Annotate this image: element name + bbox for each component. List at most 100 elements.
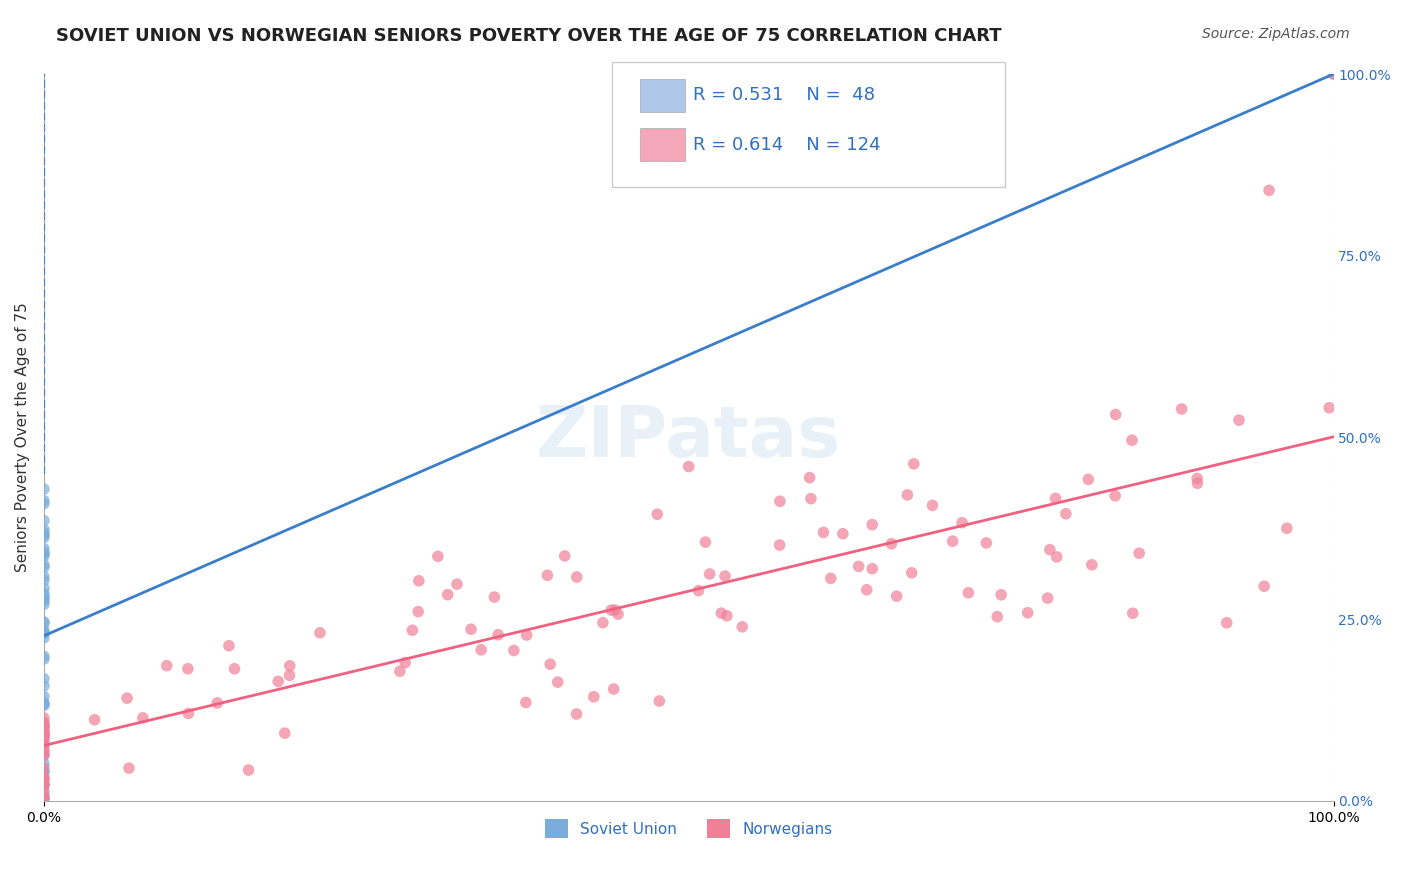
Point <box>800 491 823 506</box>
Point <box>1128 546 1150 560</box>
Point <box>426 549 449 564</box>
Legend: Soviet Union, Norwegians: Soviet Union, Norwegians <box>538 814 839 844</box>
Point <box>32 748 55 763</box>
Point <box>32 493 55 508</box>
Point <box>536 568 558 582</box>
Point <box>921 499 943 513</box>
Point <box>32 525 55 540</box>
Point <box>177 706 200 721</box>
Point <box>32 531 55 545</box>
Point <box>32 711 55 725</box>
Point <box>32 679 55 693</box>
Point <box>32 690 55 704</box>
Point <box>115 691 138 706</box>
Point <box>406 605 429 619</box>
Point <box>695 535 717 549</box>
Point <box>460 622 482 636</box>
Point <box>32 547 55 561</box>
Point <box>177 662 200 676</box>
Point <box>32 783 55 797</box>
Point <box>645 507 668 521</box>
Point <box>1317 401 1340 415</box>
Point <box>1039 542 1062 557</box>
Point <box>32 616 55 631</box>
Point <box>1253 579 1275 593</box>
Point <box>942 534 965 549</box>
Point <box>1170 401 1192 416</box>
Point <box>516 628 538 642</box>
Point <box>688 583 710 598</box>
Point <box>388 665 411 679</box>
Point <box>83 713 105 727</box>
Point <box>976 536 998 550</box>
Point <box>950 516 973 530</box>
Point <box>32 586 55 600</box>
Point <box>32 719 55 733</box>
Point <box>401 624 423 638</box>
Point <box>32 745 55 759</box>
Point <box>699 567 721 582</box>
Point <box>603 603 626 617</box>
Point <box>538 657 561 672</box>
Point <box>32 626 55 640</box>
Point <box>582 690 605 704</box>
Point <box>731 620 754 634</box>
Point <box>446 577 468 591</box>
Point <box>860 562 883 576</box>
Point <box>1122 606 1144 620</box>
Point <box>600 603 623 617</box>
Point <box>156 658 179 673</box>
Point <box>32 558 55 572</box>
Point <box>1017 606 1039 620</box>
Point <box>278 668 301 682</box>
Point <box>32 770 55 784</box>
Point <box>436 588 458 602</box>
Point <box>1077 472 1099 486</box>
Point <box>957 586 980 600</box>
Point <box>607 607 630 621</box>
Text: R = 0.531    N =  48: R = 0.531 N = 48 <box>693 87 875 104</box>
Point <box>32 772 55 786</box>
Point <box>32 589 55 603</box>
Point <box>799 470 821 484</box>
Point <box>32 649 55 664</box>
Point <box>1215 615 1237 630</box>
Point <box>880 537 903 551</box>
Point <box>32 560 55 574</box>
Point <box>32 729 55 743</box>
Point <box>32 728 55 742</box>
Point <box>32 792 55 806</box>
Point <box>32 574 55 588</box>
Point <box>848 559 870 574</box>
Point <box>547 675 569 690</box>
Point <box>132 711 155 725</box>
Point <box>32 698 55 713</box>
Point <box>32 697 55 711</box>
Point <box>813 525 835 540</box>
Point <box>32 581 55 595</box>
Point <box>32 787 55 801</box>
Point <box>32 545 55 559</box>
Point <box>205 696 228 710</box>
Point <box>32 747 55 762</box>
Text: R = 0.614    N = 124: R = 0.614 N = 124 <box>693 136 880 153</box>
Point <box>32 549 55 563</box>
Point <box>32 739 55 753</box>
Point <box>267 674 290 689</box>
Point <box>484 590 506 604</box>
Text: SOVIET UNION VS NORWEGIAN SENIORS POVERTY OVER THE AGE OF 75 CORRELATION CHART: SOVIET UNION VS NORWEGIAN SENIORS POVERT… <box>56 27 1002 45</box>
Point <box>32 715 55 730</box>
Point <box>1258 183 1281 197</box>
Point <box>1046 549 1069 564</box>
Point <box>1081 558 1104 572</box>
Point <box>32 790 55 805</box>
Point <box>886 589 908 603</box>
Point <box>32 631 55 645</box>
Point <box>224 662 246 676</box>
Point <box>648 694 671 708</box>
Point <box>1185 471 1208 485</box>
Point <box>1104 489 1126 503</box>
Point <box>32 593 55 607</box>
Point <box>1036 591 1059 606</box>
Point <box>32 790 55 805</box>
